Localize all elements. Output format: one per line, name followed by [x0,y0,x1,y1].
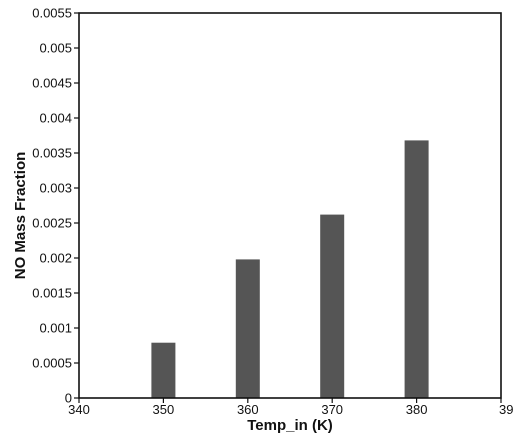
x-axis-title: Temp_in (K) [247,417,333,434]
x-tick-label: 380 [406,402,428,417]
y-tick-label: 0.001 [39,321,72,336]
x-tick-label: 360 [237,402,259,417]
x-tick-label: 390 [499,402,513,417]
x-tick-label: 340 [68,402,90,417]
y-tick-label: 0.0045 [32,76,72,91]
y-tick-label: 0.004 [39,111,72,126]
bar-360 [235,259,260,398]
y-tick-label: 0.0015 [32,286,72,301]
y-tick-label: 0.0035 [32,146,72,161]
plot-frame [78,12,502,399]
bar-370 [320,214,345,398]
y-tick-label: 0.002 [39,251,72,266]
bars-group [151,140,429,398]
x-tick-label: 370 [321,402,343,417]
y-tick-label: 0.003 [39,181,72,196]
y-axis-ticks: 0 0.0005 0.001 0.0015 0.002 0.0025 0.003 0.0035… [32,6,79,406]
y-tick-label: 0.0025 [32,216,72,231]
y-tick-label: 0 [65,391,72,406]
y-tick-label: 0.0055 [32,6,72,21]
bar-350 [151,342,176,398]
y-axis-title: NO Mass Fraction [12,152,29,280]
y-tick-label: 0.005 [39,41,72,56]
x-axis-ticks: 340 350 360 370 380 390 [68,398,513,417]
bar-380 [404,140,429,398]
x-tick-label: 350 [153,402,175,417]
y-tick-label: 0.0005 [32,356,72,371]
